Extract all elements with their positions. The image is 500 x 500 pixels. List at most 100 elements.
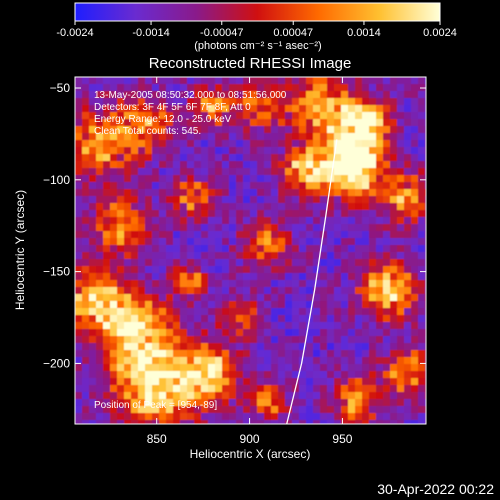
heatmap-cell [138,224,146,232]
heatmap-cell [82,182,90,190]
heatmap-cell [138,280,146,288]
heatmap-cell [362,378,370,386]
heatmap-cell [390,273,398,281]
heatmap-cell [117,161,125,169]
heatmap-cell [194,231,202,239]
heatmap-cell [138,252,146,260]
heatmap-cell [152,210,160,218]
heatmap-cell [341,364,349,372]
heatmap-cell [208,399,216,407]
heatmap-cell [103,413,111,421]
heatmap-cell [278,231,286,239]
heatmap-cell [341,140,349,148]
heatmap-cell [250,287,258,295]
heatmap-cell [285,182,293,190]
heatmap-cell [362,294,370,302]
heatmap-cell [278,119,286,127]
heatmap-cell [96,329,104,337]
heatmap-cell [89,224,97,232]
heatmap-cell [327,329,335,337]
heatmap-cell [131,294,139,302]
heatmap-cell [341,133,349,141]
heatmap-cell [201,406,209,414]
heatmap-cell [292,133,300,141]
heatmap-cell [82,322,90,330]
heatmap-cell [341,287,349,295]
heatmap-cell [145,385,153,393]
heatmap-cell [236,399,244,407]
heatmap-cell [159,147,167,155]
heatmap-cell [194,378,202,386]
heatmap-cell [411,210,419,218]
heatmap-cell [341,392,349,400]
heatmap-cell [236,378,244,386]
heatmap-cell [327,98,335,106]
heatmap-cell [138,301,146,309]
heatmap-cell [152,385,160,393]
heatmap-cell [236,357,244,365]
heatmap-cell [159,175,167,183]
heatmap-cell [418,322,426,330]
heatmap-cell [89,259,97,267]
heatmap-cell [194,105,202,113]
heatmap-cell [103,217,111,225]
heatmap-cell [152,378,160,386]
heatmap-cell [306,119,314,127]
heatmap-cell [152,175,160,183]
heatmap-cell [82,77,90,85]
heatmap-cell [82,406,90,414]
heatmap-cell [145,154,153,162]
heatmap-cell [173,154,181,162]
heatmap-cell [257,133,265,141]
heatmap-cell [411,224,419,232]
heatmap-cell [103,175,111,183]
heatmap-cell [75,357,83,365]
heatmap-cell [117,371,125,379]
heatmap-cell [278,413,286,421]
heatmap-cell [397,294,405,302]
heatmap-cell [376,301,384,309]
heatmap-cell [89,406,97,414]
heatmap-cell [355,238,363,246]
heatmap-cell [187,77,195,85]
heatmap-cell [187,385,195,393]
heatmap-cell [208,392,216,400]
heatmap-cell [285,210,293,218]
heatmap-cell [348,238,356,246]
heatmap-cell [166,392,174,400]
heatmap-cell [313,224,321,232]
heatmap-cell [397,420,405,424]
heatmap-cell [173,385,181,393]
heatmap-cell [96,133,104,141]
heatmap-cell [299,336,307,344]
heatmap-cell [152,98,160,106]
heatmap-cell [390,245,398,253]
heatmap-cell [145,322,153,330]
heatmap-cell [299,315,307,323]
heatmap-cell [320,343,328,351]
heatmap-cell [264,378,272,386]
heatmap-cell [292,161,300,169]
heatmap-cell [341,406,349,414]
heatmap-cell [75,105,83,113]
heatmap-cell [187,168,195,176]
heatmap-cell [159,126,167,134]
heatmap-cell [96,315,104,323]
heatmap-cell [187,252,195,260]
heatmap-cell [369,112,377,120]
heatmap-cell [411,315,419,323]
heatmap-cell [383,315,391,323]
heatmap-cell [397,392,405,400]
heatmap-cell [313,287,321,295]
heatmap-cell [243,280,251,288]
heatmap-cell [222,378,230,386]
heatmap-cell [418,133,426,141]
heatmap-cell [348,175,356,183]
heatmap-cell [271,364,279,372]
heatmap-cell [320,259,328,267]
heatmap-cell [117,168,125,176]
heatmap-cell [173,329,181,337]
heatmap-cell [236,308,244,316]
heatmap-cell [292,413,300,421]
heatmap-cell [229,112,237,120]
